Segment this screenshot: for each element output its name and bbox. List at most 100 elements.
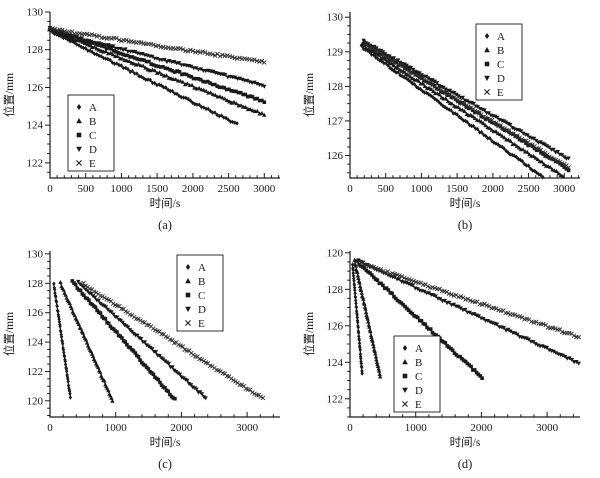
a-x-tick-labels: 0 500 1000 1500 2000 2500 3000	[47, 183, 276, 195]
legend-label: E	[89, 158, 96, 170]
a-series-D	[47, 28, 267, 89]
d-x-axis-label: 时间/s	[450, 436, 481, 449]
d-y-axis-label: 位置/mm	[302, 312, 316, 356]
c-series-E	[81, 280, 266, 401]
legend-label: E	[497, 87, 504, 99]
y-tick-label: 128	[27, 278, 44, 290]
chart-c-caption: (c)	[158, 457, 172, 471]
x-tick-label: 3000	[253, 183, 276, 195]
legend-label: A	[198, 262, 206, 274]
x-tick-label: 0	[347, 422, 353, 434]
chart-a-caption: (a)	[158, 218, 172, 232]
d-axes	[349, 251, 580, 418]
x-tick-label: 1000	[105, 422, 128, 434]
d-series-E	[359, 260, 582, 340]
x-tick-label: 3000	[536, 422, 559, 434]
a-y-tick-labels: 122 124 126 128 130	[27, 7, 44, 170]
x-tick-label: 1500	[446, 183, 469, 195]
c-y-ticks	[45, 253, 50, 416]
triangle-up-icon	[402, 359, 408, 365]
a-x-axis-label: 时间/s	[150, 197, 181, 210]
chart-b-canvas: 0 500 1000 1500 2000 2500 3000 126 127 128 129 130 时…	[302, 12, 580, 210]
c-series-C	[70, 279, 177, 401]
legend-label: A	[89, 102, 97, 114]
x-tick-label: 0	[47, 183, 53, 195]
y-tick-label: 128	[327, 284, 344, 296]
c-x-axis-label: 时间/s	[150, 436, 181, 449]
y-tick-label: 126	[327, 150, 344, 162]
triangle-down-icon	[185, 306, 191, 312]
chart-b-caption: (b)	[457, 218, 473, 232]
y-tick-label: 126	[327, 320, 344, 332]
c-y-axis-label: 位置/mm	[2, 312, 16, 356]
y-tick-label: 126	[27, 82, 44, 94]
triangle-down-icon	[76, 146, 82, 152]
square-icon	[484, 61, 490, 67]
chart-d: 0 1000 2000 3000 122 124 126 128 120 时间/s 位置/mm A B C…	[300, 239, 600, 478]
c-x-ticks	[49, 412, 274, 417]
y-tick-label: 124	[27, 337, 44, 349]
diamond-icon	[402, 345, 408, 351]
y-tick-label: 122	[27, 157, 44, 169]
triangle-up-icon	[484, 47, 490, 53]
c-y-tick-labels: 120 122 124 126 128 130	[27, 248, 44, 407]
legend-label: E	[415, 399, 422, 411]
b-series-B	[359, 41, 566, 179]
d-series-D	[356, 258, 581, 366]
y-tick-label: 130	[327, 12, 344, 24]
x-tick-label: 1000	[405, 422, 428, 434]
square-icon	[402, 373, 408, 379]
y-tick-label: 124	[327, 357, 344, 369]
a-y-axis-label: 位置/mm	[2, 73, 16, 117]
triangle-up-icon	[185, 278, 191, 284]
y-tick-label: 128	[27, 44, 44, 56]
x-tick-label: 3000	[236, 422, 259, 434]
chart-c: 0 1000 2000 3000 120 122 124 126 128 130 时间/s 位置/mm…	[0, 239, 300, 478]
y-tick-label: 120	[27, 395, 44, 407]
y-tick-label: 124	[27, 120, 44, 132]
diamond-icon	[484, 33, 490, 39]
d-y-ticks	[345, 252, 350, 418]
chart-a-canvas: 0 500 1000 1500 2000 2500 3000 122 124 126 128 130 时…	[2, 7, 280, 210]
y-tick-label: 129	[327, 46, 344, 58]
x-tick-label: 0	[47, 422, 53, 434]
d-x-tick-labels: 0 1000 2000 3000	[347, 422, 558, 434]
legend-label: E	[198, 318, 205, 330]
a-y-ticks	[45, 11, 50, 173]
legend-label: A	[415, 343, 423, 355]
a-series-E	[47, 25, 267, 65]
legend-label: B	[497, 45, 504, 57]
legend-label: C	[89, 130, 96, 142]
diamond-icon	[76, 104, 82, 110]
x-tick-label: 1500	[146, 183, 169, 195]
b-series-E	[364, 41, 571, 170]
c-series-A	[52, 281, 73, 400]
chart-c-canvas: 0 1000 2000 3000 120 122 124 126 128 130 时间/s 位置/mm…	[2, 248, 280, 449]
x-tick-label: 3000	[553, 183, 576, 195]
legend-label: C	[497, 59, 504, 71]
a-series-A	[48, 27, 239, 126]
x-tick-label: 2000	[170, 422, 193, 434]
y-tick-label: 126	[27, 307, 44, 319]
y-tick-label: 120	[327, 247, 344, 259]
y-tick-label: 122	[27, 366, 44, 378]
chart-d-caption: (d)	[457, 457, 473, 471]
x-tick-label: 500	[377, 183, 394, 195]
square-icon	[76, 132, 82, 138]
y-tick-label: 127	[327, 115, 344, 127]
triangle-down-icon	[402, 387, 408, 393]
x-tick-label: 2000	[482, 183, 505, 195]
y-tick-label: 128	[327, 81, 344, 93]
b-y-axis-label: 位置/mm	[302, 73, 316, 117]
b-x-axis-label: 时间/s	[450, 197, 481, 210]
b-series-D	[361, 38, 571, 161]
square-icon	[185, 292, 191, 298]
b-series-A	[359, 43, 545, 180]
b-y-tick-labels: 126 127 128 129 130	[327, 12, 344, 162]
y-tick-label: 130	[27, 248, 44, 260]
cross-icon	[484, 89, 490, 95]
